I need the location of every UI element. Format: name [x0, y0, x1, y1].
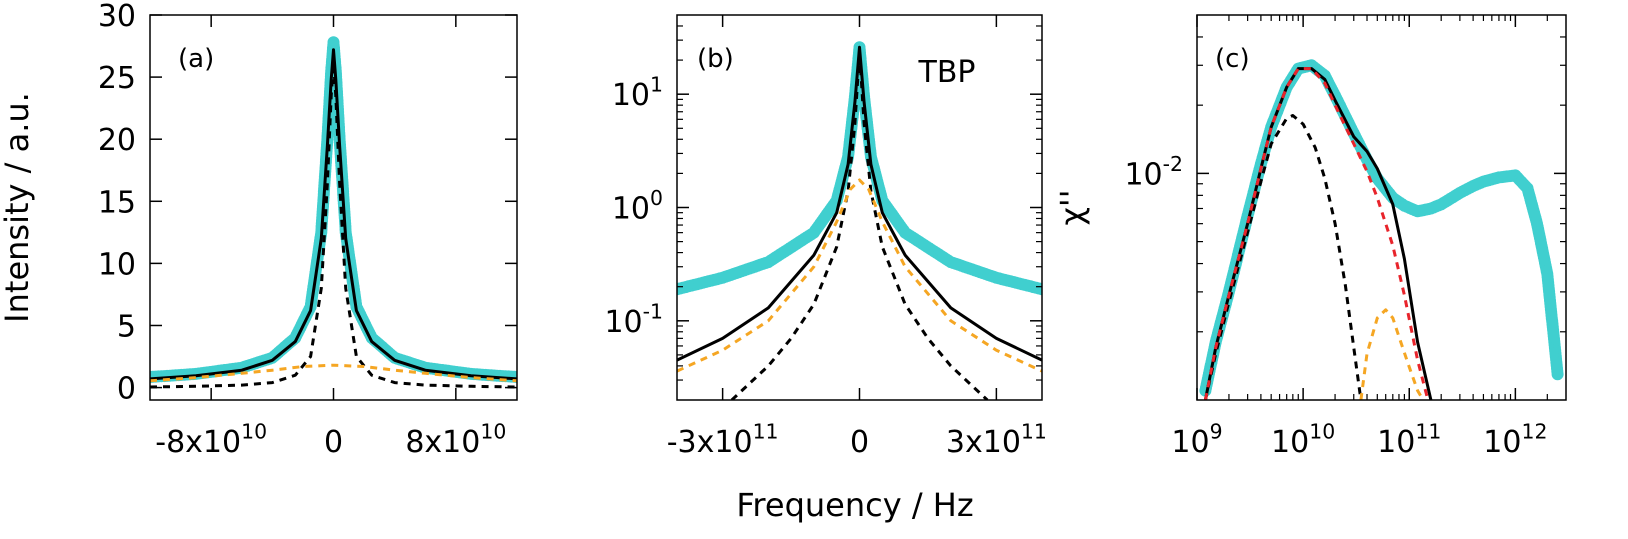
- y-tick-label: 10-1: [604, 299, 663, 340]
- panel-label: (a): [178, 44, 214, 74]
- y-tick-label: 30: [98, 0, 136, 34]
- y-axis-label: χ'': [1053, 189, 1091, 225]
- component-line-orange: [677, 178, 1042, 373]
- y-tick-label: 0: [117, 372, 136, 407]
- x-tick-label: 109: [1171, 420, 1222, 461]
- x-axis-label: Frequency / Hz: [736, 486, 973, 524]
- y-tick-label: 10-2: [1124, 152, 1183, 193]
- y-tick-label: 15: [98, 185, 136, 220]
- y-tick-label: 100: [612, 186, 663, 227]
- panel-label: (c): [1215, 44, 1250, 74]
- x-tick-label: 1012: [1483, 420, 1547, 461]
- panel-label: (b): [697, 44, 734, 74]
- panel-a: -8x1010 0 8x1010 0 5 10 15 20 25 30 (a) Intensity /…: [0, 0, 518, 461]
- component-line-black: [1203, 114, 1363, 400]
- x-tick-label: 1010: [1271, 420, 1335, 461]
- total-fit-line: [150, 48, 517, 381]
- y-tick-label: 10: [98, 247, 136, 282]
- panel-b: -3x1011 0 3x1011 10-1 100 101 (b) TBP: [604, 14, 1047, 461]
- component-line-red: [1203, 67, 1430, 400]
- y-tick-label: 25: [98, 61, 136, 96]
- y-tick-label: 101: [612, 73, 663, 114]
- sample-annotation: TBP: [918, 55, 976, 90]
- x-tick-label: 3x1011: [946, 420, 1047, 461]
- x-tick-label: 1011: [1377, 420, 1441, 461]
- x-tick-label: 0: [324, 425, 343, 460]
- data-point: [1551, 368, 1564, 381]
- component-line-orange: [150, 363, 517, 383]
- y-tick-label: 5: [117, 309, 136, 344]
- component-line-orange: [1359, 308, 1425, 400]
- total-fit-line: [677, 45, 1042, 362]
- x-tick-label: -8x1010: [155, 420, 267, 461]
- panel-c: 109 1010 1011 1012 10-2 (c) χ'': [1053, 14, 1567, 461]
- component-line-black: [150, 60, 517, 389]
- y-axis-label: Intensity / a.u.: [0, 92, 36, 323]
- x-tick-label: 0: [850, 425, 869, 460]
- plot-frame: [1196, 14, 1567, 401]
- y-tick-label: 20: [98, 123, 136, 158]
- x-tick-label: -3x1011: [667, 420, 779, 461]
- x-tick-label: 8x1010: [405, 420, 506, 461]
